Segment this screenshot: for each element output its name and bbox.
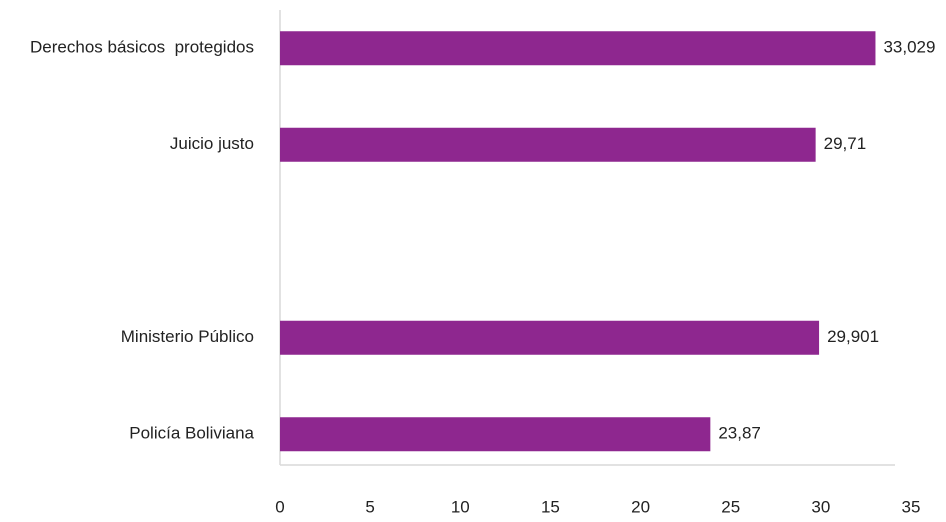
y-tick-label: Derechos básicos protegidos	[30, 38, 254, 57]
y-tick-label: Ministerio Público	[121, 327, 254, 346]
data-label: 33,029	[883, 38, 935, 57]
bar	[280, 417, 711, 452]
y-tick-label: Juicio justo	[170, 134, 254, 153]
x-tick-label: 35	[902, 497, 921, 516]
x-tick-label: 25	[721, 497, 740, 516]
bar	[280, 127, 816, 162]
x-tick-label: 30	[811, 497, 830, 516]
x-tick-label: 10	[451, 497, 470, 516]
data-label: 23,87	[718, 424, 761, 443]
data-label: 29,901	[827, 327, 879, 346]
x-tick-label: 0	[275, 497, 284, 516]
x-tick-label: 15	[541, 497, 560, 516]
bar	[280, 320, 820, 355]
data-label: 29,71	[824, 134, 867, 153]
x-tick-label: 5	[365, 497, 374, 516]
y-tick-label: Policía Boliviana	[129, 424, 254, 443]
bar	[280, 31, 876, 66]
x-tick-label: 20	[631, 497, 650, 516]
